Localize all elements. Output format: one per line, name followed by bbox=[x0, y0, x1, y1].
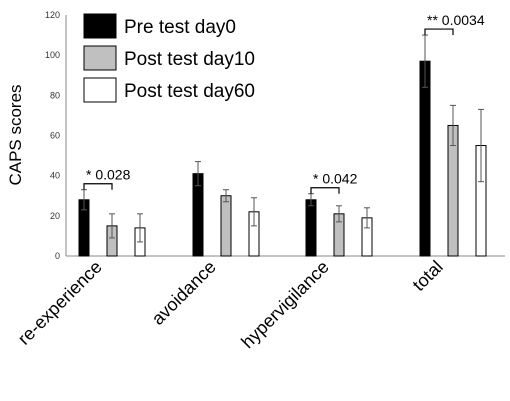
significance-annotations: * 0.028 * 0.042 ** 0.0034 bbox=[83, 12, 485, 194]
legend-swatch bbox=[83, 45, 117, 71]
significance-label: ** 0.0034 bbox=[427, 12, 485, 28]
category-label: avoidance bbox=[148, 257, 220, 329]
significance-bracket bbox=[310, 187, 340, 194]
legend-swatch bbox=[83, 77, 117, 103]
significance-label: * 0.028 bbox=[86, 167, 131, 183]
legend-label: Pre test day0 bbox=[124, 17, 236, 38]
legend: Pre test day0 Post test day10 Post test da… bbox=[83, 13, 255, 103]
y-tick-label: 120 bbox=[45, 10, 60, 20]
legend-label: Post test day10 bbox=[124, 49, 255, 70]
y-axis-label: CAPS scores bbox=[6, 84, 25, 185]
bar bbox=[305, 199, 317, 257]
y-tick-label: 100 bbox=[45, 50, 60, 60]
category-label: total bbox=[409, 257, 447, 295]
y-tick-label: 60 bbox=[50, 131, 60, 141]
significance-bracket bbox=[424, 28, 454, 36]
legend-swatch bbox=[83, 13, 117, 39]
bar bbox=[419, 60, 431, 257]
category-label: hypervigilance bbox=[237, 257, 333, 353]
legend-label: Post test day60 bbox=[124, 81, 255, 102]
y-tick-label: 0 bbox=[55, 251, 60, 261]
significance-label: * 0.042 bbox=[313, 171, 358, 187]
y-tick-label: 40 bbox=[50, 171, 60, 181]
y-tick-label: 80 bbox=[50, 90, 60, 100]
bar bbox=[220, 195, 232, 257]
significance-bracket bbox=[83, 183, 113, 190]
category-label: re-experience bbox=[14, 257, 106, 349]
y-tick-label: 20 bbox=[50, 211, 60, 221]
